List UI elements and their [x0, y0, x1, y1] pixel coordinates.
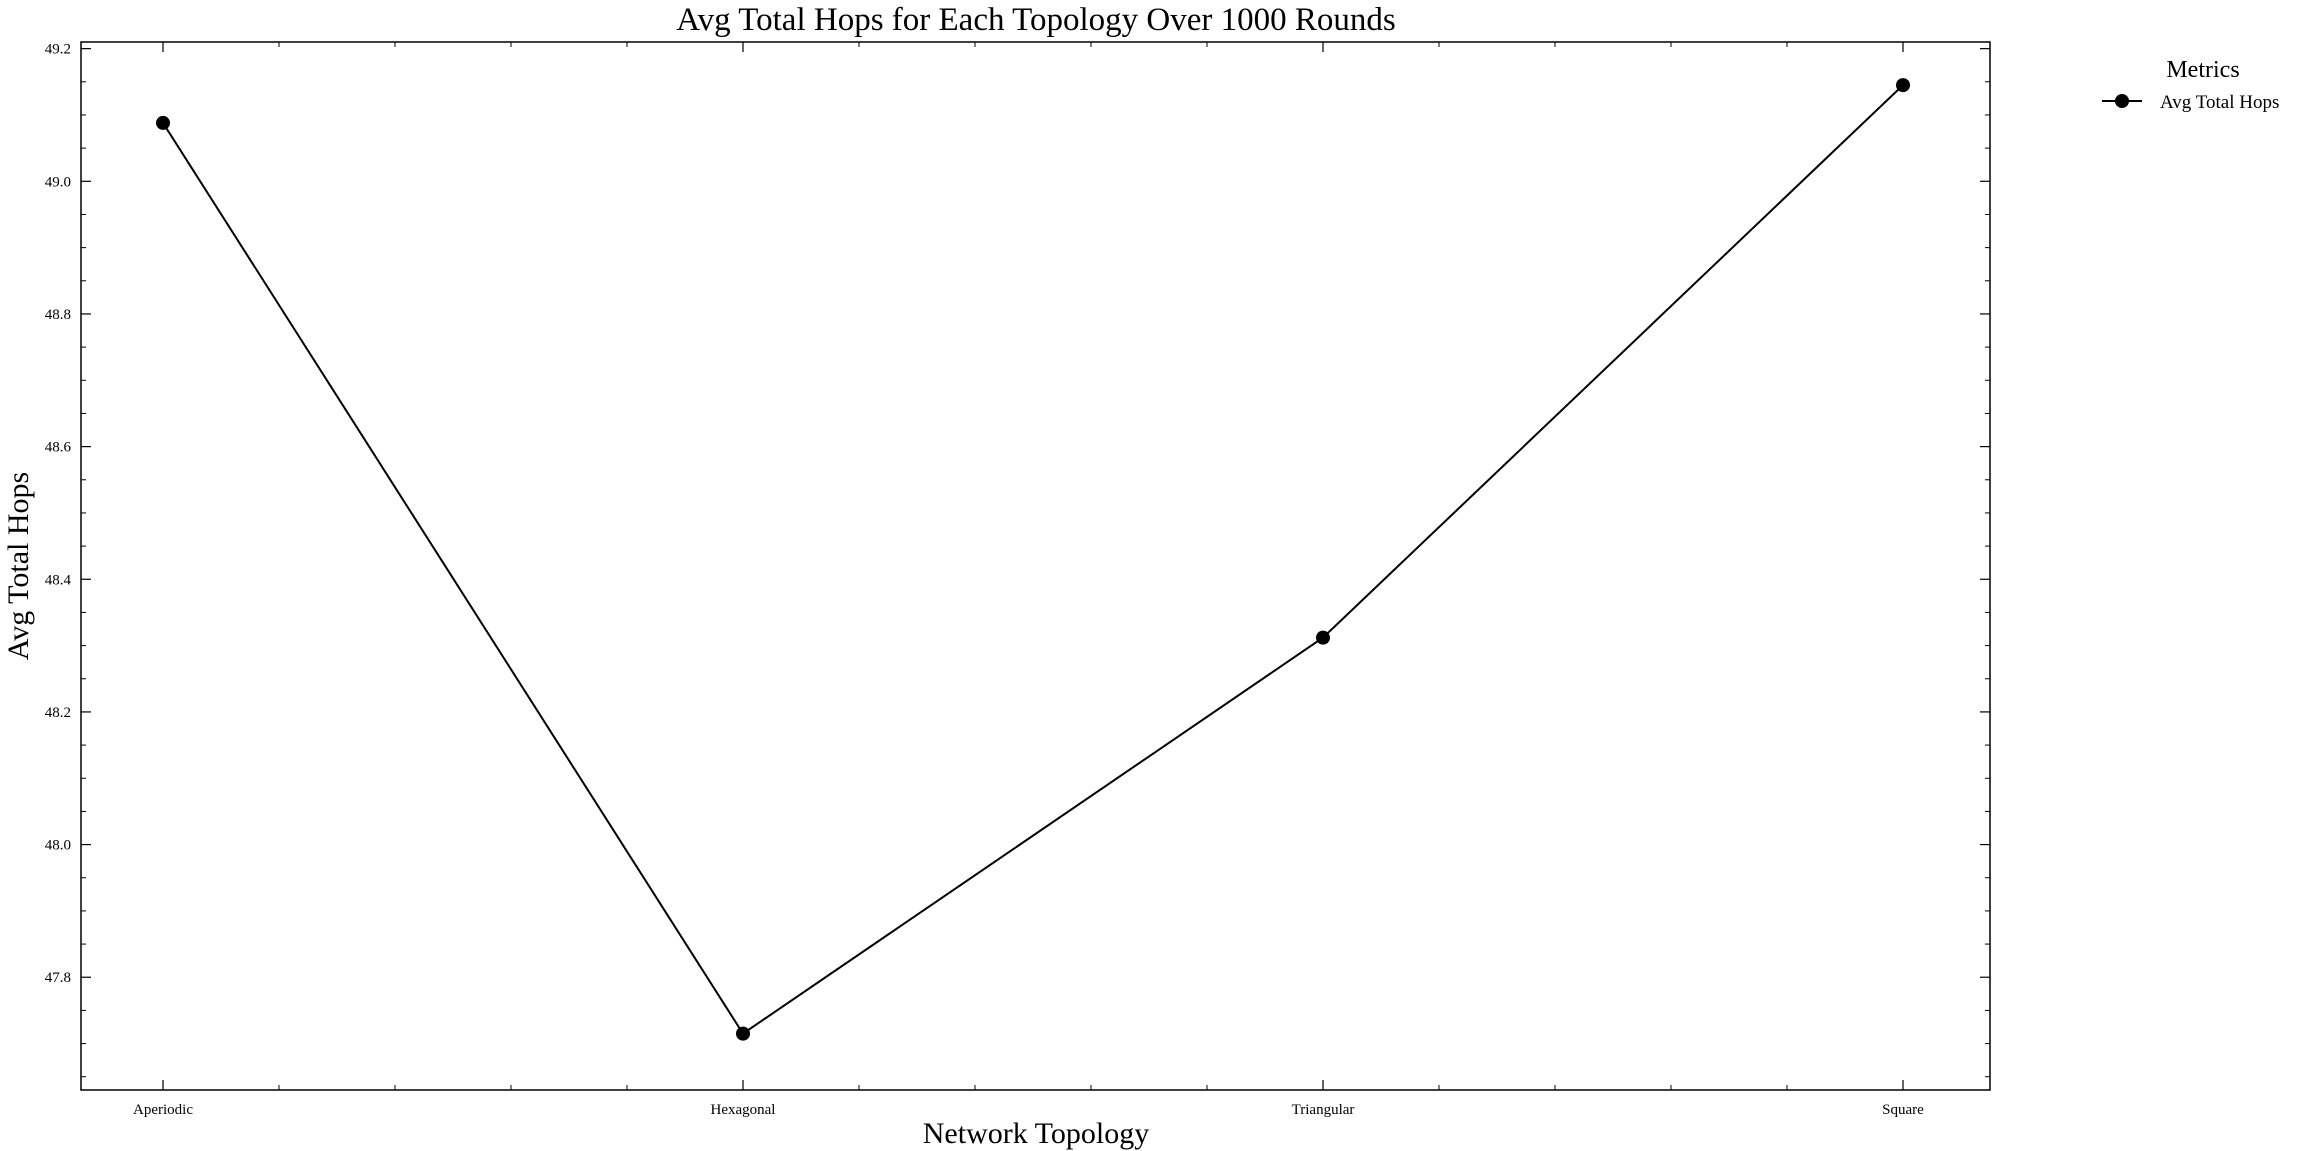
y-tick-label: 48.4: [45, 572, 72, 588]
y-tick-label: 48.6: [45, 440, 72, 456]
x-tick-label: Square: [1882, 1102, 1924, 1118]
data-point: [1316, 630, 1330, 645]
y-tick-label: 48.8: [45, 307, 71, 323]
axis-ticks: [81, 42, 1990, 1090]
legend-title: Metrics: [2166, 57, 2239, 83]
data-point: [1896, 78, 1910, 93]
series-line: [162, 84, 1904, 1036]
data-point: [156, 115, 170, 130]
legend: Metrics Avg Total Hops: [2102, 57, 2279, 113]
x-axis-label: Network Topology: [923, 1117, 1150, 1150]
x-tick-label: Aperiodic: [133, 1102, 193, 1118]
x-tick-label: Triangular: [1292, 1102, 1355, 1118]
x-tick-label: Hexagonal: [711, 1102, 776, 1118]
chart-title: Avg Total Hops for Each Topology Over 10…: [676, 2, 1395, 38]
y-tick-label: 49.0: [45, 174, 71, 190]
x-tick-labels: Aperiodic Hexagonal Triangular Square: [133, 1102, 1924, 1118]
y-tick-label: 47.8: [45, 970, 71, 986]
y-axis-label: Avg Total Hops: [2, 472, 35, 660]
y-tick-label: 48.0: [45, 838, 71, 854]
y-tick-labels: 47.8 48.0 48.2 48.4 48.6 48.8 49.0 49.2: [45, 42, 72, 987]
series-group: [156, 78, 1910, 1041]
plot-frame: [80, 41, 1991, 1091]
y-tick-label: 49.2: [45, 42, 71, 58]
data-point: [736, 1026, 750, 1041]
legend-entry-label: Avg Total Hops: [2160, 92, 2279, 113]
legend-marker: [2115, 94, 2129, 108]
y-tick-label: 48.2: [45, 705, 71, 721]
